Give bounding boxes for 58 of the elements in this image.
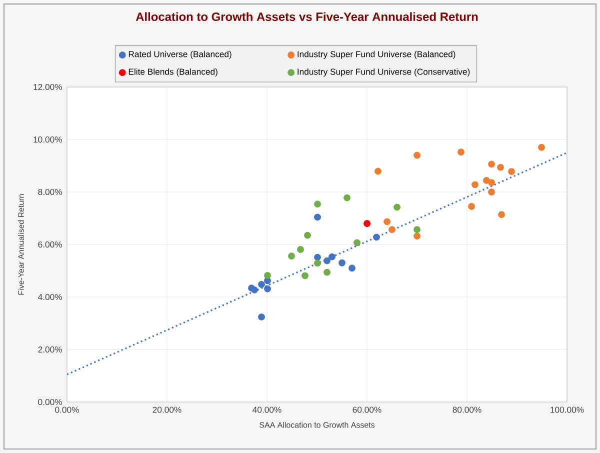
y-tick-label: 4.00% (38, 294, 62, 300)
legend-label: Industry Super Fund Universe (Balanced) (298, 50, 456, 59)
y-tick-label: 2.00% (38, 346, 62, 353)
y-tick-label: 0.00% (38, 398, 62, 406)
point (314, 260, 321, 267)
point (374, 168, 382, 175)
point (314, 200, 321, 208)
y-tick-label: 10.00% (34, 136, 62, 143)
point (314, 254, 321, 261)
point (264, 285, 271, 292)
point (344, 194, 350, 202)
point (264, 272, 271, 279)
point (488, 188, 495, 196)
point (304, 232, 311, 239)
legend-label: Rated Universe (Balanced) (128, 50, 232, 59)
point (324, 257, 330, 264)
point (414, 232, 420, 240)
point (328, 253, 336, 260)
x-tick-label: 60.00% (352, 406, 382, 413)
point (472, 181, 478, 188)
point (483, 176, 490, 184)
y-tick-label: 6.00% (38, 241, 62, 248)
point (414, 152, 420, 159)
point (348, 264, 356, 272)
point (288, 252, 295, 260)
legend-label: Industry Super Fund Universe (Conservative) (298, 68, 470, 76)
point (538, 144, 545, 151)
point (258, 280, 265, 288)
point (384, 218, 390, 226)
x-tick-label: 20.00% (152, 406, 182, 413)
point (251, 286, 258, 294)
point (488, 160, 495, 168)
y-tick-label: 12.00% (34, 84, 62, 90)
point (373, 234, 380, 241)
point (414, 226, 420, 233)
point (394, 204, 400, 211)
chart-title: Allocation to Growth Assets vs Five-Year Annualised Return (136, 12, 478, 22)
x-tick-label: 0.00% (55, 406, 79, 413)
point (354, 239, 360, 246)
point (458, 148, 464, 156)
legend-label: Elite Blends (Balanced) (128, 68, 218, 76)
point (488, 179, 495, 186)
point (468, 202, 475, 210)
point (388, 226, 396, 233)
x-tick-label: 80.00% (452, 406, 482, 413)
x-tick-label: 40.00% (252, 406, 282, 413)
point (258, 313, 265, 320)
point (297, 246, 304, 253)
y-tick-label: 8.00% (38, 188, 62, 196)
point (314, 214, 321, 221)
point (302, 272, 308, 280)
point (324, 268, 330, 276)
point (508, 168, 515, 175)
point (498, 211, 505, 218)
point (338, 259, 346, 266)
point (497, 164, 504, 171)
point (364, 220, 370, 227)
x-tick-label: 100.00% (550, 406, 584, 413)
